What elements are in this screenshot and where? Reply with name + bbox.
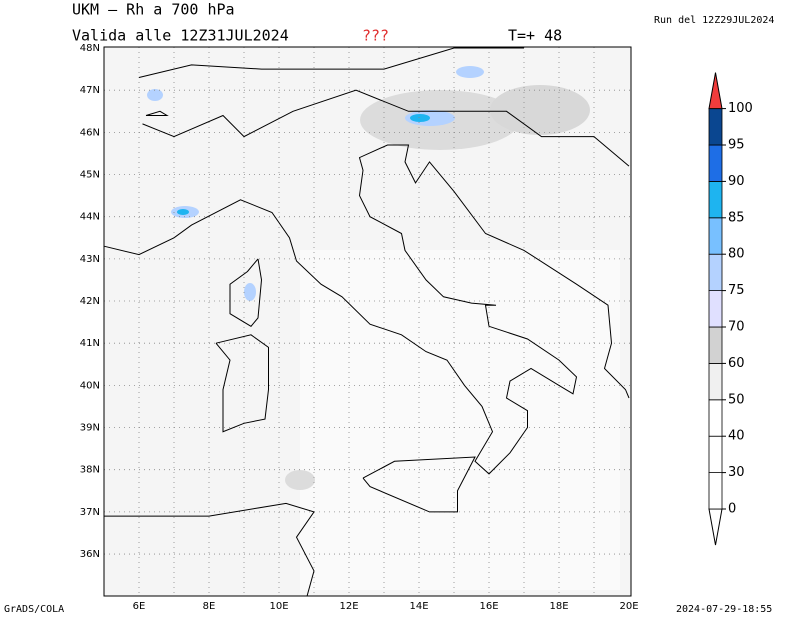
lon-label: 20E	[619, 601, 638, 612]
field-shade	[285, 470, 315, 490]
lat-label: 42N	[80, 296, 100, 307]
lat-label: 41N	[80, 338, 100, 349]
colorbar-band	[708, 362, 723, 401]
colorbar-band	[708, 253, 723, 291]
lat-label: 36N	[80, 549, 100, 560]
flag: ???	[362, 27, 389, 45]
run-time: Run del 12Z29JUL2024	[654, 15, 774, 26]
colorbar-label: 95	[728, 138, 745, 153]
colorbar-band	[708, 217, 723, 255]
colorbar-band	[708, 399, 723, 437]
lon-label: 8E	[203, 601, 216, 612]
map-frame	[103, 46, 632, 597]
title: UKM – Rh a 700 hPa	[72, 1, 235, 19]
lat-label: 39N	[80, 423, 100, 434]
coastline	[142, 89, 630, 167]
field-shade	[490, 85, 590, 135]
field-shade	[300, 250, 620, 590]
field-shade	[177, 209, 189, 215]
colorbar-label: 0	[728, 502, 736, 517]
colorbar-band	[708, 180, 723, 219]
colorbar-band	[708, 108, 723, 146]
colorbar-label: 40	[728, 429, 745, 444]
colorbar-band	[708, 435, 723, 474]
field-shade	[410, 114, 430, 122]
colorbar-label: 80	[728, 247, 745, 262]
coastline	[215, 334, 269, 433]
colorbar-band	[708, 326, 723, 364]
field-shade	[244, 283, 256, 301]
lat-label: 43N	[80, 254, 100, 265]
coastline	[229, 258, 263, 327]
colorbar-label: 50	[728, 392, 745, 407]
colorbar-label: 30	[728, 465, 745, 480]
colorbar: 0 30 40 50 60 70 75 80 85 90 95 100	[708, 72, 753, 546]
coastline	[362, 456, 476, 513]
field-shade	[456, 66, 484, 78]
colorbar-band	[708, 144, 723, 182]
lat-label: 38N	[80, 465, 100, 476]
lon-label: 18E	[549, 601, 568, 612]
colorbar-label: 85	[728, 210, 745, 225]
coastline	[138, 47, 524, 78]
footer-left: GrADS/COLA	[4, 604, 64, 615]
lead-time: T=+ 48	[508, 27, 562, 45]
colorbar-band	[708, 472, 723, 510]
colorbar-label: 100	[728, 101, 753, 116]
lon-label: 6E	[133, 601, 146, 612]
lat-label: 45N	[80, 170, 100, 181]
colorbar-label: 90	[728, 174, 745, 189]
colorbar-label: 60	[728, 356, 745, 371]
coastline	[104, 502, 315, 597]
lon-label: 14E	[409, 601, 428, 612]
lon-label: 10E	[269, 601, 288, 612]
coastline	[103, 144, 630, 475]
lon-label: 16E	[479, 601, 498, 612]
lat-label: 40N	[80, 380, 100, 391]
colorbar-band	[708, 290, 723, 328]
footer-right: 2024-07-29-18:55	[676, 604, 772, 615]
colorbar-label: 70	[728, 320, 745, 335]
map	[103, 46, 632, 597]
lat-label: 37N	[80, 507, 100, 518]
lat-label: 48N	[80, 43, 100, 54]
lon-label: 12E	[339, 601, 358, 612]
colorbar-label: 75	[728, 283, 745, 298]
lat-label: 46N	[80, 127, 100, 138]
lat-label: 47N	[80, 85, 100, 96]
colorbar-over	[708, 72, 723, 110]
lat-label: 44N	[80, 212, 100, 223]
valid-time: Valida alle 12Z31JUL2024	[72, 27, 289, 45]
coastline	[145, 110, 169, 116]
field-shade	[147, 89, 163, 101]
